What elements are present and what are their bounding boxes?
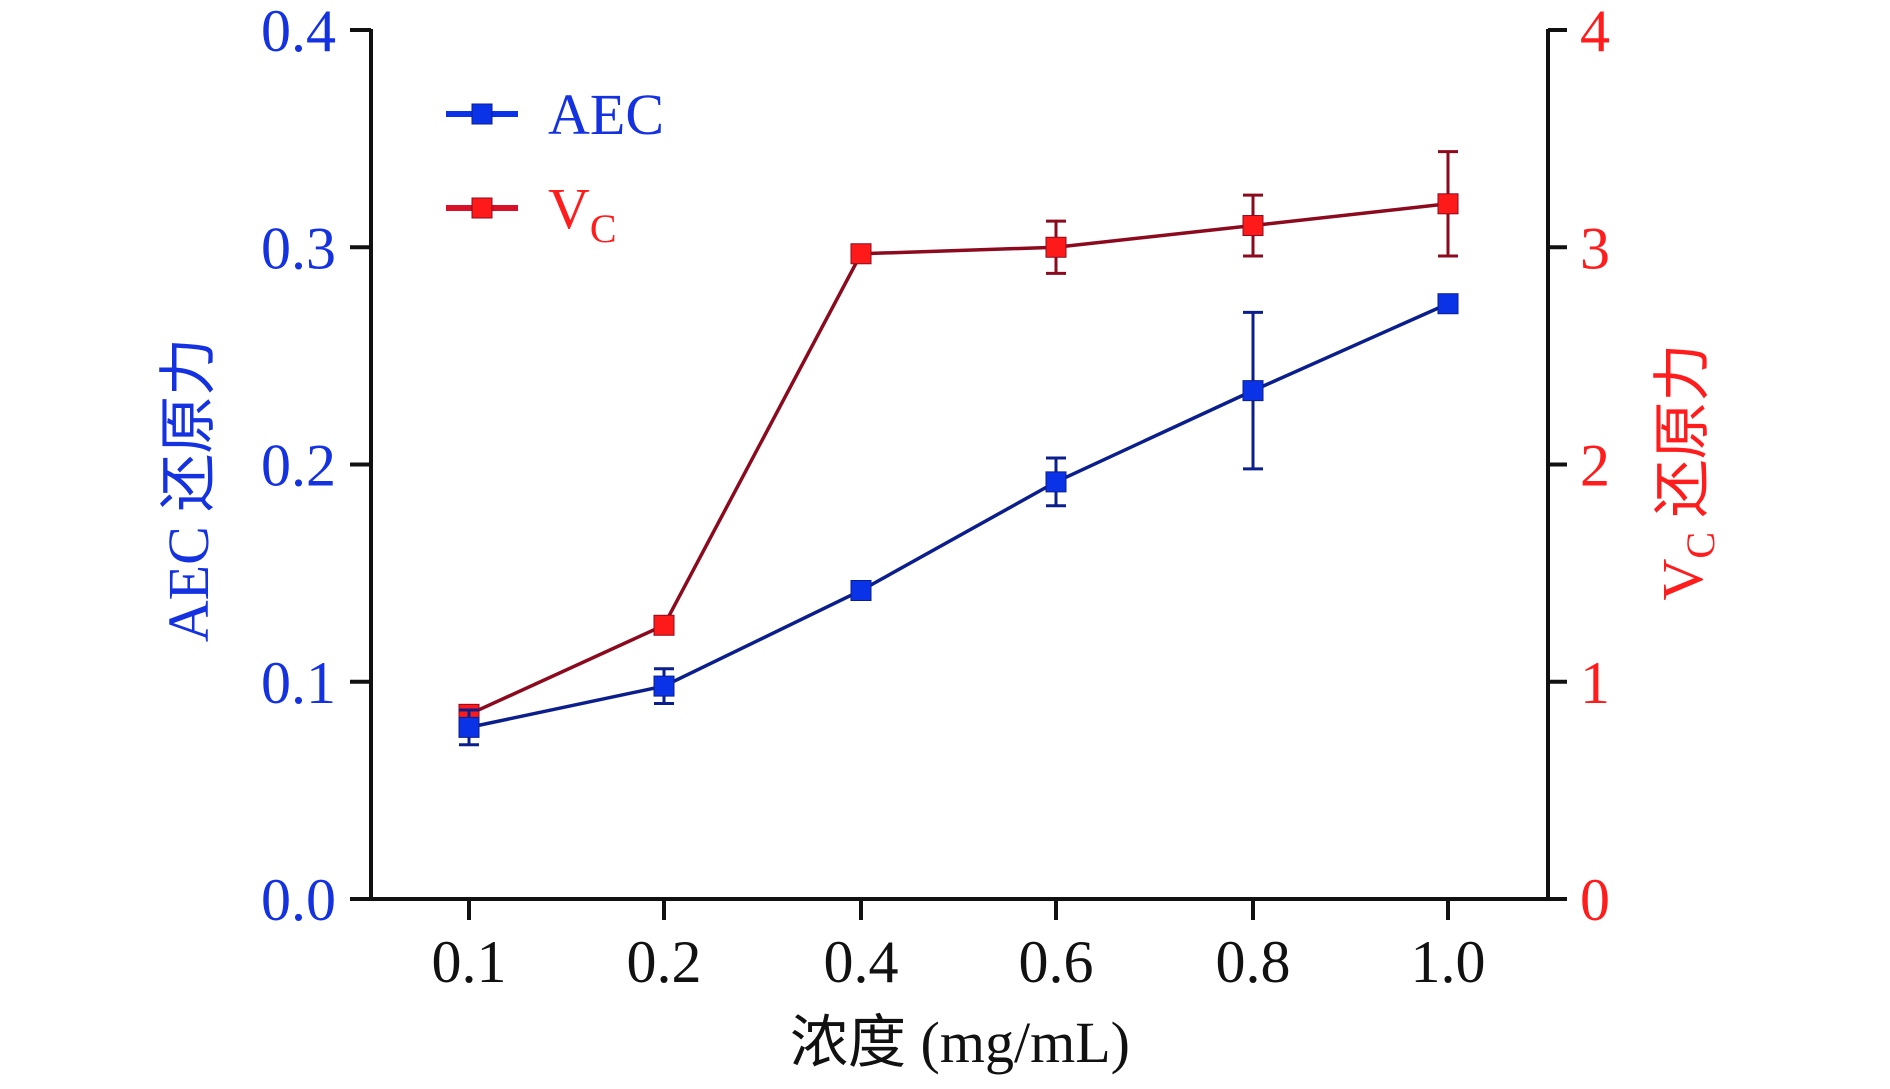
right-y-axis-title: VC 还原力	[1650, 343, 1723, 600]
axes	[350, 29, 1567, 901]
x-ticks: 0.1 0.2 0.4 0.6 0.8 1.0	[432, 899, 1486, 995]
x-tick-label: 0.6	[1019, 929, 1094, 995]
legend-vc-label: VC	[548, 176, 617, 251]
x-tick-label: 0.2	[627, 929, 702, 995]
data-point	[1242, 215, 1264, 237]
legend-vc-marker	[471, 197, 493, 219]
data-point	[1437, 193, 1459, 215]
legend-vc-main: V	[548, 176, 590, 241]
data-point	[1242, 380, 1264, 402]
series-line	[468, 302, 1449, 730]
data-point	[458, 716, 480, 738]
left-y-tick-label: 0.1	[261, 650, 336, 716]
left-y-title-suffix: 还原力	[156, 338, 221, 527]
right-y-title-sub: C	[1678, 532, 1723, 559]
data-point	[850, 243, 872, 265]
legend-item-aec: AEC	[446, 82, 664, 147]
x-tick-label: 1.0	[1411, 929, 1486, 995]
left-y-tick-label: 0.4	[261, 0, 336, 64]
data-point	[1045, 236, 1067, 258]
data-point	[653, 675, 675, 697]
right-y-tick-label: 1	[1580, 650, 1610, 716]
data-point	[1045, 471, 1067, 493]
legend-item-vc: VC	[446, 176, 617, 251]
left-y-tick-label: 0.0	[261, 867, 336, 933]
x-tick-label: 0.1	[432, 929, 507, 995]
series-aec	[458, 293, 1459, 747]
svg-text:AEC 还原力: AEC 还原力	[156, 338, 221, 643]
left-y-title-prefix: AEC	[156, 526, 221, 642]
svg-text:VC 还原力: VC 还原力	[1650, 343, 1723, 600]
data-point	[850, 580, 872, 602]
left-y-tick-label: 0.3	[261, 215, 336, 281]
left-y-axis-title: AEC 还原力	[156, 338, 221, 643]
x-axis-title: 浓度 (mg/mL)	[790, 1010, 1130, 1075]
series-line	[468, 202, 1449, 716]
data-point	[653, 614, 675, 636]
legend-aec-label: AEC	[548, 82, 664, 147]
legend-aec-marker	[471, 103, 493, 125]
right-y-title-suffix: 还原力	[1650, 343, 1715, 532]
right-y-tick-label: 2	[1580, 433, 1610, 499]
right-y-tick-label: 3	[1580, 215, 1610, 281]
right-y-tick-label: 4	[1580, 0, 1610, 64]
series-layer	[458, 150, 1459, 747]
legend-vc-sub: C	[590, 206, 617, 251]
right-y-ticks: 0 1 2 3 4	[1548, 0, 1610, 933]
left-y-ticks: 0.0 0.1 0.2 0.3 0.4	[261, 0, 371, 933]
x-tick-label: 0.8	[1216, 929, 1291, 995]
x-tick-label: 0.4	[824, 929, 899, 995]
data-point	[1437, 293, 1459, 315]
legend: AEC VC	[446, 82, 664, 251]
right-y-title-prefix: V	[1650, 559, 1715, 601]
left-y-tick-label: 0.2	[261, 433, 336, 499]
right-y-tick-label: 0	[1580, 867, 1610, 933]
